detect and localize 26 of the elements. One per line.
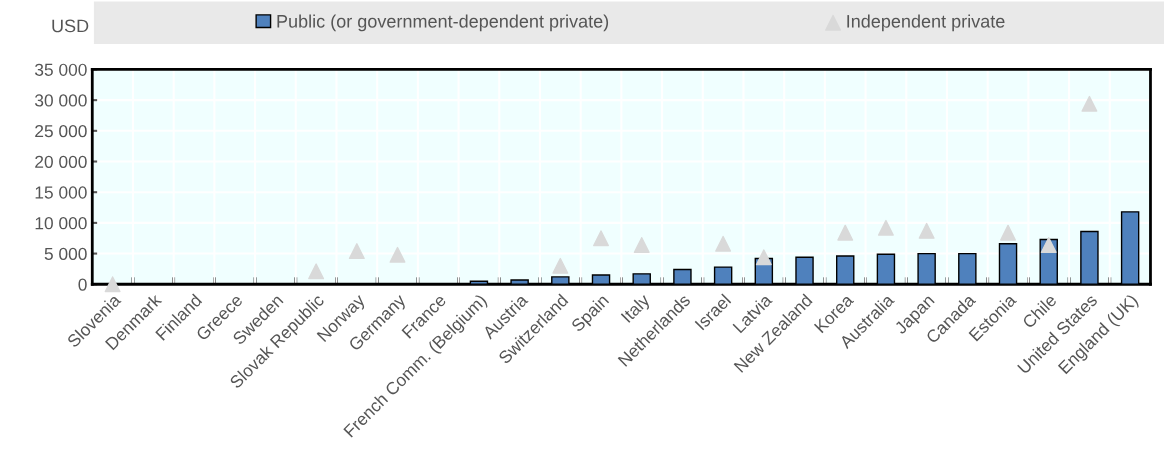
point <box>348 243 365 260</box>
point <box>1040 236 1057 253</box>
y-tick-label: 30 000 <box>34 94 87 107</box>
point <box>593 230 610 247</box>
point <box>552 257 569 274</box>
y-tick-label: 35 000 <box>34 63 87 76</box>
point <box>837 224 854 241</box>
point <box>104 276 121 293</box>
y-tick-label: 25 000 <box>35 125 87 138</box>
point <box>755 249 772 266</box>
point <box>389 246 406 263</box>
y-axis-title: USD <box>52 19 89 33</box>
y-tick-label: 5 000 <box>44 247 87 261</box>
legend-label: Public (or government-dependent private) <box>277 14 609 32</box>
y-tick-label: 20 000 <box>35 155 87 168</box>
point <box>918 222 935 239</box>
point <box>633 236 650 253</box>
legend-label: Independent private <box>847 14 1005 32</box>
y-tick-label: 15 000 <box>35 186 87 199</box>
point <box>1081 95 1098 112</box>
y-tick-label: 10 000 <box>35 217 87 230</box>
point <box>1000 224 1017 241</box>
point <box>308 263 325 280</box>
point <box>877 219 894 236</box>
point <box>715 235 732 252</box>
y-tick-label: 0 <box>78 278 87 291</box>
